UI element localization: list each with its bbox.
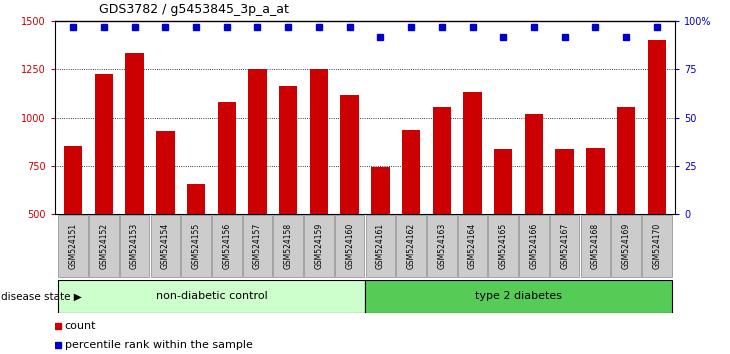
Bar	[95, 74, 113, 311]
Bar	[156, 131, 174, 311]
Bar	[126, 53, 144, 311]
Text: GSM524169: GSM524169	[622, 223, 631, 269]
Bar	[340, 95, 359, 311]
FancyBboxPatch shape	[365, 280, 672, 313]
Text: GSM524160: GSM524160	[345, 223, 354, 269]
Bar	[464, 92, 482, 311]
Bar	[187, 184, 205, 311]
Text: count: count	[65, 321, 96, 331]
Text: GSM524162: GSM524162	[407, 223, 415, 269]
FancyBboxPatch shape	[550, 215, 580, 277]
FancyBboxPatch shape	[212, 215, 242, 277]
FancyBboxPatch shape	[304, 215, 334, 277]
FancyBboxPatch shape	[335, 215, 364, 277]
FancyBboxPatch shape	[396, 215, 426, 277]
Bar	[64, 146, 82, 311]
Text: GSM524152: GSM524152	[99, 223, 108, 269]
Bar	[248, 69, 266, 311]
Bar	[402, 130, 420, 311]
Text: GSM524165: GSM524165	[499, 223, 508, 269]
Text: GSM524156: GSM524156	[222, 223, 231, 269]
Bar	[525, 114, 543, 311]
Text: GDS3782 / g5453845_3p_a_at: GDS3782 / g5453845_3p_a_at	[99, 3, 288, 16]
FancyBboxPatch shape	[458, 215, 487, 277]
Text: non-diabetic control: non-diabetic control	[155, 291, 267, 302]
Bar	[279, 86, 297, 311]
Bar	[218, 102, 236, 311]
Bar	[310, 69, 328, 311]
FancyBboxPatch shape	[366, 215, 395, 277]
FancyBboxPatch shape	[181, 215, 211, 277]
Text: GSM524158: GSM524158	[284, 223, 293, 269]
Text: GSM524168: GSM524168	[591, 223, 600, 269]
Text: percentile rank within the sample: percentile rank within the sample	[65, 341, 253, 350]
Text: GSM524155: GSM524155	[191, 223, 201, 269]
FancyBboxPatch shape	[519, 215, 549, 277]
FancyBboxPatch shape	[580, 215, 610, 277]
Text: GSM524157: GSM524157	[253, 223, 262, 269]
Bar	[433, 107, 451, 311]
Bar	[494, 149, 512, 311]
Text: GSM524163: GSM524163	[437, 223, 446, 269]
Text: GSM524151: GSM524151	[69, 223, 77, 269]
Text: GSM524164: GSM524164	[468, 223, 477, 269]
FancyBboxPatch shape	[488, 215, 518, 277]
FancyBboxPatch shape	[243, 215, 272, 277]
Text: type 2 diabetes: type 2 diabetes	[475, 291, 562, 302]
Text: GSM524167: GSM524167	[560, 223, 569, 269]
FancyBboxPatch shape	[274, 215, 303, 277]
Bar	[371, 167, 390, 311]
Bar	[586, 148, 604, 311]
FancyBboxPatch shape	[150, 215, 180, 277]
Bar	[648, 40, 666, 311]
Text: GSM524166: GSM524166	[529, 223, 539, 269]
FancyBboxPatch shape	[58, 280, 365, 313]
FancyBboxPatch shape	[89, 215, 119, 277]
Bar	[617, 107, 635, 311]
Bar	[556, 149, 574, 311]
Text: GSM524161: GSM524161	[376, 223, 385, 269]
FancyBboxPatch shape	[58, 215, 88, 277]
FancyBboxPatch shape	[611, 215, 641, 277]
Text: GSM524153: GSM524153	[130, 223, 139, 269]
Text: GSM524170: GSM524170	[653, 223, 661, 269]
FancyBboxPatch shape	[427, 215, 456, 277]
FancyBboxPatch shape	[120, 215, 150, 277]
Text: GSM524154: GSM524154	[161, 223, 170, 269]
FancyBboxPatch shape	[642, 215, 672, 277]
Text: GSM524159: GSM524159	[315, 223, 323, 269]
Text: disease state ▶: disease state ▶	[1, 291, 82, 302]
